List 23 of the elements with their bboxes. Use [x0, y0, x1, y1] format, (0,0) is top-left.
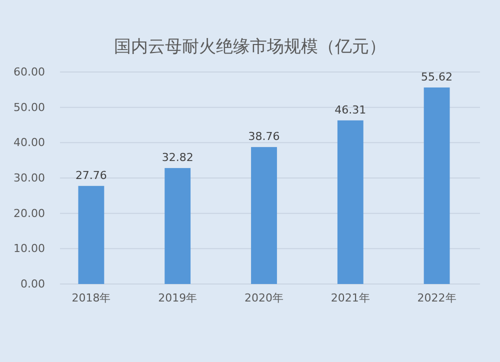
x-tick-label: 2020年 [244, 291, 284, 304]
data-label: 38.76 [248, 130, 280, 144]
x-tick-label: 2018年 [72, 291, 111, 304]
x-tick-label: 2021年 [330, 291, 370, 304]
bar [164, 168, 191, 284]
x-tick-label: 2022年 [417, 291, 456, 304]
y-tick-label: 10.00 [14, 242, 45, 256]
data-label: 55.62 [421, 70, 453, 84]
bar [78, 186, 104, 284]
bar [251, 147, 277, 284]
chart-title: 国内云母耐火绝缘市场规模（亿元） [114, 37, 386, 57]
data-label: 46.31 [334, 103, 366, 116]
y-tick-label: 20.00 [14, 206, 45, 220]
y-tick-label: 40.00 [14, 136, 45, 150]
y-tick-label: 60.00 [14, 66, 45, 79]
y-tick-label: 0.00 [20, 278, 45, 291]
bar [337, 120, 364, 284]
y-tick-label: 30.00 [14, 172, 45, 185]
bar [424, 87, 450, 284]
y-tick-label: 50.00 [14, 100, 45, 114]
x-tick-label: 2019年 [158, 291, 198, 304]
data-label: 32.82 [162, 151, 194, 164]
data-label: 27.76 [75, 168, 107, 182]
